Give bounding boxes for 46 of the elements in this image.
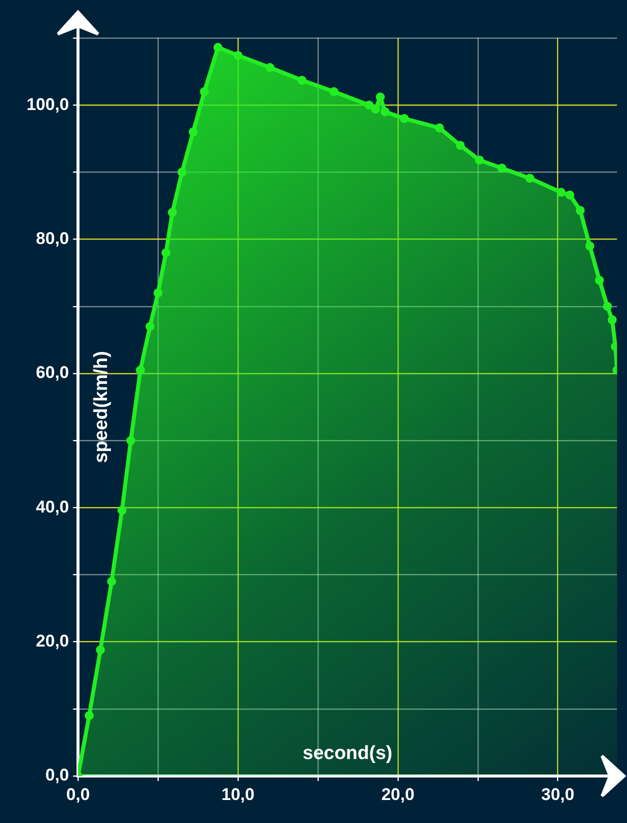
point <box>576 206 585 215</box>
point <box>153 288 162 298</box>
point <box>474 156 484 165</box>
point <box>161 248 170 258</box>
y-tick-label: 0,0 <box>45 766 69 785</box>
point <box>608 315 617 324</box>
point <box>297 76 306 85</box>
point <box>84 711 94 720</box>
point <box>265 63 274 72</box>
point <box>329 87 338 96</box>
point <box>96 645 105 654</box>
point <box>525 174 534 183</box>
point <box>456 140 465 150</box>
y-axis-title: speed(km/h) <box>91 351 112 463</box>
y-tick-label: 20,0 <box>36 632 69 651</box>
point <box>200 87 209 96</box>
point <box>585 241 594 250</box>
point <box>497 164 506 173</box>
point <box>594 276 604 285</box>
point <box>400 114 409 124</box>
point <box>233 50 242 60</box>
point <box>380 107 390 116</box>
x-tick-label: 10,0 <box>221 784 254 804</box>
point <box>107 576 116 586</box>
point <box>565 190 574 200</box>
point <box>168 208 177 217</box>
point <box>602 302 612 311</box>
point <box>364 100 374 110</box>
point <box>188 127 198 136</box>
point <box>177 168 186 177</box>
point <box>145 322 154 331</box>
point <box>213 42 222 52</box>
x-tick-label: 30,0 <box>541 784 574 804</box>
y-tick-label: 40,0 <box>36 497 69 516</box>
point <box>556 188 566 197</box>
x-axis-title: second(s) <box>302 743 392 764</box>
point <box>126 436 136 446</box>
point <box>370 104 380 114</box>
y-tick-label: 60,0 <box>36 363 69 382</box>
x-tick-label: 20,0 <box>381 784 414 804</box>
y-tick-label: 80,0 <box>36 228 69 248</box>
point <box>136 366 145 375</box>
x-tick-label: 0,0 <box>66 784 90 804</box>
point <box>117 506 126 515</box>
y-tick-label: 100,0 <box>26 94 69 114</box>
point <box>434 123 444 132</box>
